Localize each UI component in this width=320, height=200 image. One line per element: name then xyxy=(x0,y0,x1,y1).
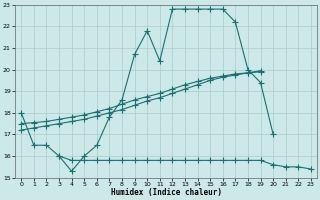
X-axis label: Humidex (Indice chaleur): Humidex (Indice chaleur) xyxy=(111,188,221,197)
